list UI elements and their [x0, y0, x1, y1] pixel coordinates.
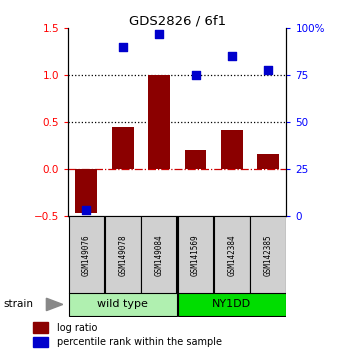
Text: percentile rank within the sample: percentile rank within the sample: [57, 337, 222, 347]
Text: wild type: wild type: [97, 299, 148, 309]
Text: strain: strain: [3, 299, 33, 309]
Text: GSM149078: GSM149078: [118, 234, 127, 276]
FancyBboxPatch shape: [178, 216, 213, 294]
FancyBboxPatch shape: [178, 292, 286, 316]
Bar: [33, 337, 48, 347]
Bar: [148, 75, 170, 169]
FancyBboxPatch shape: [105, 216, 140, 294]
FancyBboxPatch shape: [250, 216, 286, 294]
Text: NY1DD: NY1DD: [212, 299, 251, 309]
Bar: [221, 130, 243, 169]
Point: [84, 207, 89, 213]
FancyBboxPatch shape: [214, 216, 250, 294]
FancyBboxPatch shape: [69, 292, 177, 316]
Bar: [257, 154, 279, 169]
Point: [266, 67, 271, 73]
Point: [229, 53, 235, 59]
Text: GSM149076: GSM149076: [82, 234, 91, 276]
Point: [193, 73, 198, 78]
Point: [120, 44, 125, 50]
Bar: [33, 322, 48, 333]
Point: [157, 31, 162, 37]
Polygon shape: [46, 298, 63, 311]
Title: GDS2826 / 6f1: GDS2826 / 6f1: [129, 14, 226, 27]
Bar: [112, 127, 134, 169]
Text: GSM149084: GSM149084: [154, 234, 164, 276]
Text: GSM142385: GSM142385: [264, 234, 273, 276]
FancyBboxPatch shape: [141, 216, 177, 294]
Text: GSM141569: GSM141569: [191, 234, 200, 276]
Text: GSM142384: GSM142384: [227, 234, 236, 276]
Bar: [184, 150, 206, 169]
Text: log ratio: log ratio: [57, 322, 98, 332]
FancyBboxPatch shape: [69, 216, 104, 294]
Bar: [75, 169, 97, 213]
